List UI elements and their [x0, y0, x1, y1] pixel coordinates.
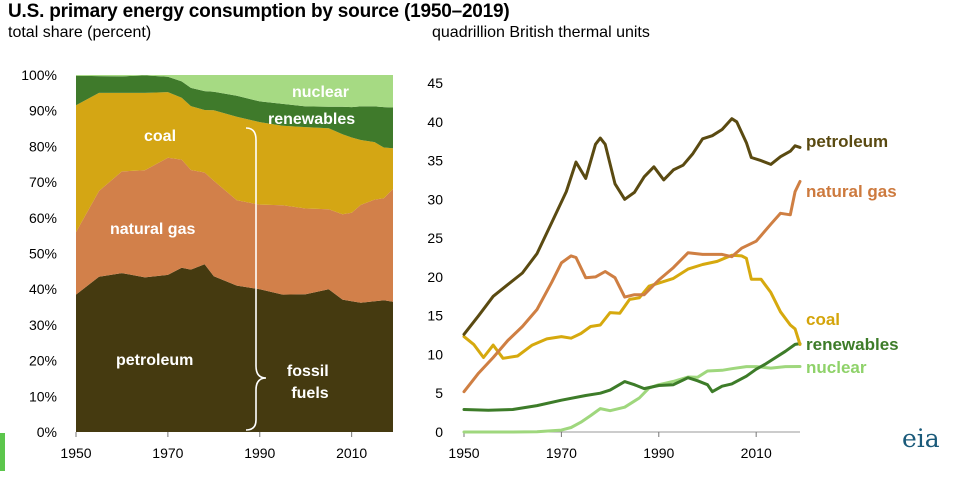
- left-chart-subtitle: total share (percent): [8, 24, 152, 41]
- fossil-fuels-label-line-1: fossil: [287, 363, 329, 380]
- area-label-petroleum: petroleum: [116, 352, 193, 369]
- share-area-layers: [76, 75, 393, 432]
- right-chart-subtitle: quadrillion British thermal units: [432, 24, 650, 41]
- share-y-tick-label: 20%: [29, 353, 57, 369]
- eia-logo: eia: [902, 424, 940, 453]
- consumption-line-chart: 0 5 10 15 20 25 30 35 40 45 1950 1970 1990 2010 petr…: [427, 75, 898, 461]
- share-y-tick-label: 100%: [21, 67, 57, 83]
- figure-title: U.S. primary energy consumption by sourc…: [8, 1, 510, 22]
- area-label-nuclear: nuclear: [292, 84, 349, 101]
- consumption-y-tick-label: 15: [427, 308, 443, 324]
- share-x-tick-label: 1990: [244, 445, 275, 461]
- share-x-tick-label: 1970: [152, 445, 183, 461]
- area-nuclear: [76, 75, 393, 108]
- share-y-tick-label: 90%: [29, 103, 57, 119]
- consumption-x-axis: 1950 1970 1990 2010: [448, 431, 800, 461]
- line-renewables: [462, 342, 802, 412]
- consumption-y-tick-label: 45: [427, 75, 443, 91]
- area-label-coal: coal: [144, 128, 176, 145]
- consumption-y-tick-label: 0: [435, 424, 443, 440]
- line-label-natural-gas: natural gas: [806, 182, 897, 201]
- fossil-fuels-label-line-2: fuels: [291, 385, 328, 402]
- line-label-renewables: renewables: [806, 335, 899, 354]
- line-coal: [462, 253, 802, 360]
- line-label-petroleum: petroleum: [806, 132, 888, 151]
- consumption-y-tick-label: 40: [427, 114, 443, 130]
- fossil-fuels-label: fossil fuels: [287, 363, 333, 402]
- corner-accent-bar: [0, 433, 5, 471]
- area-label-renewables: renewables: [268, 111, 355, 128]
- consumption-lines: [462, 117, 802, 434]
- consumption-x-tick-label: 1990: [643, 445, 674, 461]
- share-y-tick-label: 50%: [29, 246, 57, 262]
- line-label-nuclear: nuclear: [806, 358, 867, 377]
- share-y-tick-label: 10%: [29, 388, 57, 404]
- share-y-tick-label: 60%: [29, 210, 57, 226]
- share-area-chart: 0%10%20%30%40%50%60%70%80%90%100% 1950 19…: [21, 67, 393, 461]
- area-label-natural-gas: natural gas: [110, 221, 195, 238]
- line-label-coal: coal: [806, 310, 840, 329]
- consumption-y-tick-label: 10: [427, 346, 443, 362]
- share-y-tick-label: 70%: [29, 174, 57, 190]
- area-coal: [76, 92, 393, 233]
- fossil-fuels-brace-line: [245, 127, 267, 431]
- consumption-y-tick-label: 20: [427, 269, 443, 285]
- share-x-tick-label: 2010: [336, 445, 367, 461]
- consumption-y-tick-label: 5: [435, 385, 443, 401]
- area-natural-gas: [76, 157, 393, 303]
- consumption-x-tick-label: 1950: [448, 445, 479, 461]
- share-y-tick-label: 80%: [29, 138, 57, 154]
- share-x-axis: 1950 1970 1990 2010: [60, 432, 367, 461]
- fossil-fuels-brace: [245, 127, 267, 431]
- consumption-x-tick-label: 2010: [741, 445, 772, 461]
- line-petroleum: [462, 117, 802, 336]
- consumption-y-tick-label: 30: [427, 191, 443, 207]
- share-y-tick-label: 30%: [29, 317, 57, 333]
- consumption-y-axis: 0 5 10 15 20 25 30 35 40 45: [427, 75, 443, 440]
- share-y-tick-label: 0%: [37, 424, 57, 440]
- consumption-y-tick-label: 35: [427, 153, 443, 169]
- share-y-tick-label: 40%: [29, 281, 57, 297]
- area-petroleum: [76, 264, 393, 432]
- line-nuclear: [462, 365, 802, 434]
- area-renewables: [76, 75, 393, 149]
- consumption-y-tick-label: 25: [427, 230, 443, 246]
- consumption-x-tick-label: 1970: [546, 445, 577, 461]
- share-x-tick-label: 1950: [60, 445, 91, 461]
- line-natural-gas: [462, 180, 802, 394]
- share-y-axis: 0% 10% 20% 30% 40% 50% 60% 70% 80% 90% 100%: [21, 67, 57, 440]
